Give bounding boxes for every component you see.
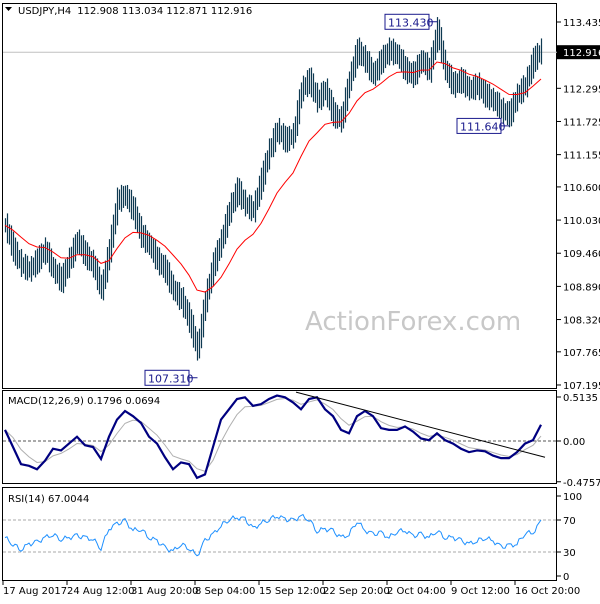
macd-title: MACD(12,26,9) 0.1796 0.0694 — [8, 396, 160, 407]
time-tick-label: 9 Oct 12:00 — [451, 586, 510, 597]
time-tick-label: 17 Aug 2017 — [3, 586, 67, 597]
price-tick-label: 109.460 — [563, 249, 600, 260]
price-annotation-label: 107.310 — [148, 372, 194, 385]
rsi-line — [4, 513, 542, 557]
price-tick-label: 110.030 — [563, 216, 600, 227]
price-tick-label: 113.435 — [563, 18, 600, 29]
price-tick-label: 107.765 — [563, 348, 600, 359]
time-tick-label: 22 Sep 20:00 — [323, 586, 390, 597]
time-tick-label: 24 Aug 12:00 — [67, 586, 134, 597]
rsi-title: RSI(14) 67.0044 — [8, 494, 89, 505]
price-annotation-leader — [501, 125, 510, 127]
macd-signal-line — [4, 397, 542, 472]
moving-average-line — [4, 61, 542, 293]
current-price-label: 112.916 — [563, 48, 600, 59]
rsi-tick-label: 100 — [563, 492, 582, 503]
price-annotation-leader — [429, 21, 438, 23]
price-tick-label: 111.155 — [563, 151, 600, 162]
macd-tick-label: -0.4757 — [563, 478, 600, 489]
symbol-name: USDJPY,H4 — [18, 6, 71, 17]
time-tick-label: 31 Aug 20:00 — [131, 586, 198, 597]
macd-main-line — [4, 394, 542, 480]
price-tick-label: 108.320 — [563, 316, 600, 327]
macd-trendline — [295, 391, 546, 458]
rsi-tick-label: 0 — [563, 572, 569, 583]
time-tick-label: 8 Sep 04:00 — [195, 586, 255, 597]
rsi-tick-label: 30 — [563, 548, 576, 559]
price-tick-label: 112.295 — [563, 84, 600, 95]
time-tick-label: 2 Oct 04:00 — [387, 586, 446, 597]
price-tick-label: 110.600 — [563, 183, 600, 194]
time-tick-label: 16 Oct 20:00 — [515, 586, 580, 597]
price-tick-label: 107.195 — [563, 381, 600, 392]
price-tick-label: 111.725 — [563, 117, 600, 128]
price-annotation-leader — [189, 377, 198, 379]
ohlc-values: 112.908 113.034 112.871 112.916 — [77, 6, 252, 17]
macd-panel — [2, 390, 557, 484]
collapse-triangle-icon[interactable] — [5, 7, 12, 11]
price-annotation-label: 111.640 — [460, 120, 506, 133]
price-annotation-label: 113.430 — [388, 16, 434, 29]
macd-tick-label: 0.00 — [563, 437, 585, 448]
symbol-label: USDJPY,H4 112.908 113.034 112.871 112.916 — [18, 6, 252, 17]
price-tick-label: 108.890 — [563, 282, 600, 293]
rsi-tick-label: 70 — [563, 516, 576, 527]
time-tick-label: 15 Sep 12:00 — [259, 586, 326, 597]
macd-tick-label: 0.5135 — [563, 393, 598, 404]
main-panel — [2, 3, 557, 389]
watermark: ActionForex.com — [305, 307, 521, 337]
rsi-panel — [2, 487, 557, 581]
current-price-box — [557, 45, 600, 60]
